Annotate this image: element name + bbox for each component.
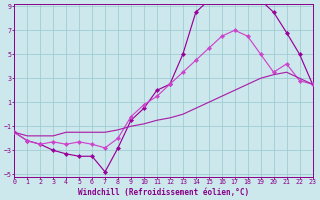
X-axis label: Windchill (Refroidissement éolien,°C): Windchill (Refroidissement éolien,°C) [78, 188, 249, 197]
